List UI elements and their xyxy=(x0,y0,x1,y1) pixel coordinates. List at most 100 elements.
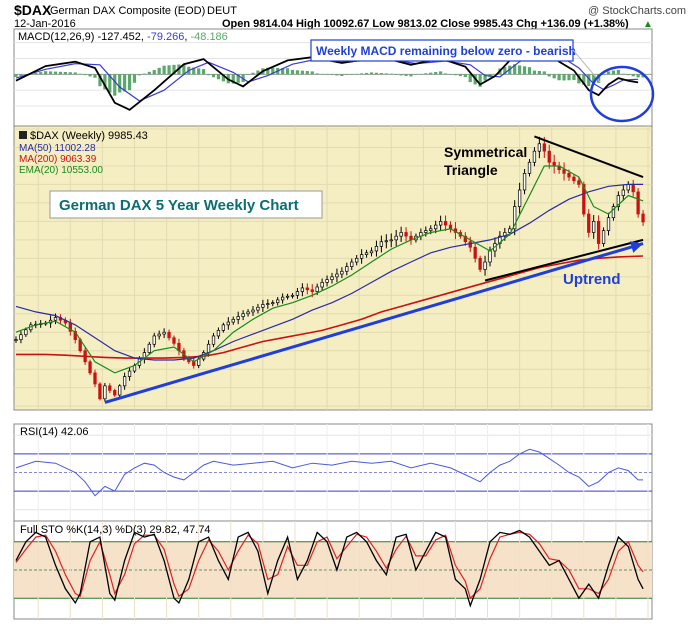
price-candle xyxy=(211,335,216,345)
macd-histogram-bar xyxy=(325,74,329,75)
macd-histogram xyxy=(14,64,645,96)
macd-histogram-bar xyxy=(369,72,374,75)
price-candle xyxy=(103,385,107,400)
price-candle xyxy=(389,239,393,242)
macd-histogram-bar xyxy=(631,74,635,77)
macd-histogram-bar xyxy=(78,73,82,75)
price-candle xyxy=(226,321,230,326)
macd-histogram-bar xyxy=(621,73,625,75)
price-candle xyxy=(562,169,566,174)
macd-histogram-bar xyxy=(14,74,18,77)
macd-histogram-bar xyxy=(335,74,339,76)
price-candle xyxy=(256,306,260,311)
macd-histogram-bar xyxy=(147,71,151,75)
macd-histogram-bar xyxy=(587,74,591,86)
macd-histogram-bar xyxy=(562,74,566,81)
price-candle xyxy=(127,370,132,377)
macd-histogram-bar xyxy=(330,74,334,75)
macd-histogram-bar xyxy=(216,74,221,80)
price-candle xyxy=(246,311,250,315)
price-candle xyxy=(626,184,630,191)
price-candle xyxy=(577,180,581,185)
price-candle xyxy=(335,273,339,278)
macd-histogram-bar xyxy=(192,67,196,75)
price-candle xyxy=(285,295,290,298)
macd-histogram-bar xyxy=(513,64,517,75)
price-candle xyxy=(24,329,28,336)
price-candle xyxy=(355,257,359,263)
sto-panel: Full STO %K(14,3) %D(3) 29.82, 47.74 xyxy=(13,520,653,620)
macd-histogram-bar xyxy=(172,64,176,75)
macd-histogram-bar xyxy=(626,74,630,76)
watermark: @ StockCharts.com xyxy=(588,5,686,17)
macd-histogram-bar xyxy=(518,65,522,75)
macd-histogram-bar xyxy=(350,74,354,75)
price-panel: $DAX (Weekly) 9985.43 MA(50) 11002.28 MA… xyxy=(13,125,653,411)
price-candle xyxy=(596,221,601,244)
price-candle xyxy=(434,224,438,230)
macd-callout-text: Weekly MACD remaining below zero - beari… xyxy=(316,44,576,58)
price-candle xyxy=(261,304,265,308)
price-candle xyxy=(443,221,448,226)
macd-histogram-bar xyxy=(557,74,561,81)
price-candle xyxy=(364,252,369,255)
macd-histogram-bar xyxy=(552,74,556,79)
macd-histogram-bar xyxy=(118,74,122,93)
rsi-label: RSI(14) 42.06 xyxy=(20,426,88,438)
macd-histogram-bar xyxy=(123,74,127,92)
macd-histogram-bar xyxy=(320,73,324,75)
ohlc-summary: Open 9814.04 High 10092.67 Low 9813.02 C… xyxy=(222,18,629,30)
ma50-line xyxy=(15,183,644,361)
price-candle xyxy=(340,270,344,275)
macd-callout-pointer xyxy=(572,49,601,83)
macd-histogram-bar xyxy=(93,74,97,78)
price-candle xyxy=(152,335,156,345)
macd-label: MACD(12,26,9) -127.452, -79.266, -48.186 xyxy=(18,31,228,43)
macd-histogram-bar xyxy=(503,67,507,75)
macd-histogram-bar xyxy=(537,70,541,75)
price-legend-swatch xyxy=(19,131,27,139)
macd-histogram-bar xyxy=(295,70,300,75)
price-candle xyxy=(266,303,270,305)
macd-histogram-bar xyxy=(592,74,596,84)
macd-histogram-bar xyxy=(290,69,295,75)
price-candle xyxy=(147,343,151,353)
price-candle xyxy=(345,266,349,272)
macd-histogram-bar xyxy=(300,70,304,75)
macd-histogram-bar xyxy=(167,65,171,75)
price-candle xyxy=(280,296,285,301)
price-candle xyxy=(498,235,502,244)
price-candle xyxy=(330,276,334,280)
macd-histogram-bar xyxy=(103,74,107,90)
macd-histogram-bar xyxy=(389,73,393,75)
macd-histogram-bar xyxy=(271,67,275,75)
rsi-line xyxy=(15,448,644,497)
price-candle xyxy=(621,189,625,196)
price-candle xyxy=(572,176,576,182)
macd-histogram-bar xyxy=(68,72,72,75)
exchange: DEUT xyxy=(207,5,237,17)
price-candle xyxy=(88,361,92,374)
price-candle xyxy=(167,331,171,339)
macd-histogram-bar xyxy=(493,74,497,75)
price-candle xyxy=(552,161,556,167)
price-candle xyxy=(98,383,102,400)
price-candle xyxy=(14,339,18,341)
macd-histogram-bar xyxy=(458,74,462,77)
price-bars xyxy=(14,136,645,402)
macd-histogram-bar xyxy=(443,73,448,75)
macd-histogram-bar xyxy=(162,65,166,75)
macd-histogram-bar xyxy=(157,67,161,75)
macd-histogram-bar xyxy=(246,74,250,75)
macd-histogram-bar xyxy=(404,74,408,76)
price-candle xyxy=(478,257,482,270)
macd-histogram-bar xyxy=(281,68,285,75)
macd-histogram-bar xyxy=(108,74,112,93)
macd-histogram-bar xyxy=(340,74,344,77)
macd-histogram-bar xyxy=(611,70,616,75)
price-candle xyxy=(522,172,527,191)
macd-histogram-bar xyxy=(601,74,606,75)
symmetrical-label: Symmetrical xyxy=(444,144,527,160)
macd-histogram-bar xyxy=(236,74,240,83)
macd-histogram-bar xyxy=(53,71,58,75)
